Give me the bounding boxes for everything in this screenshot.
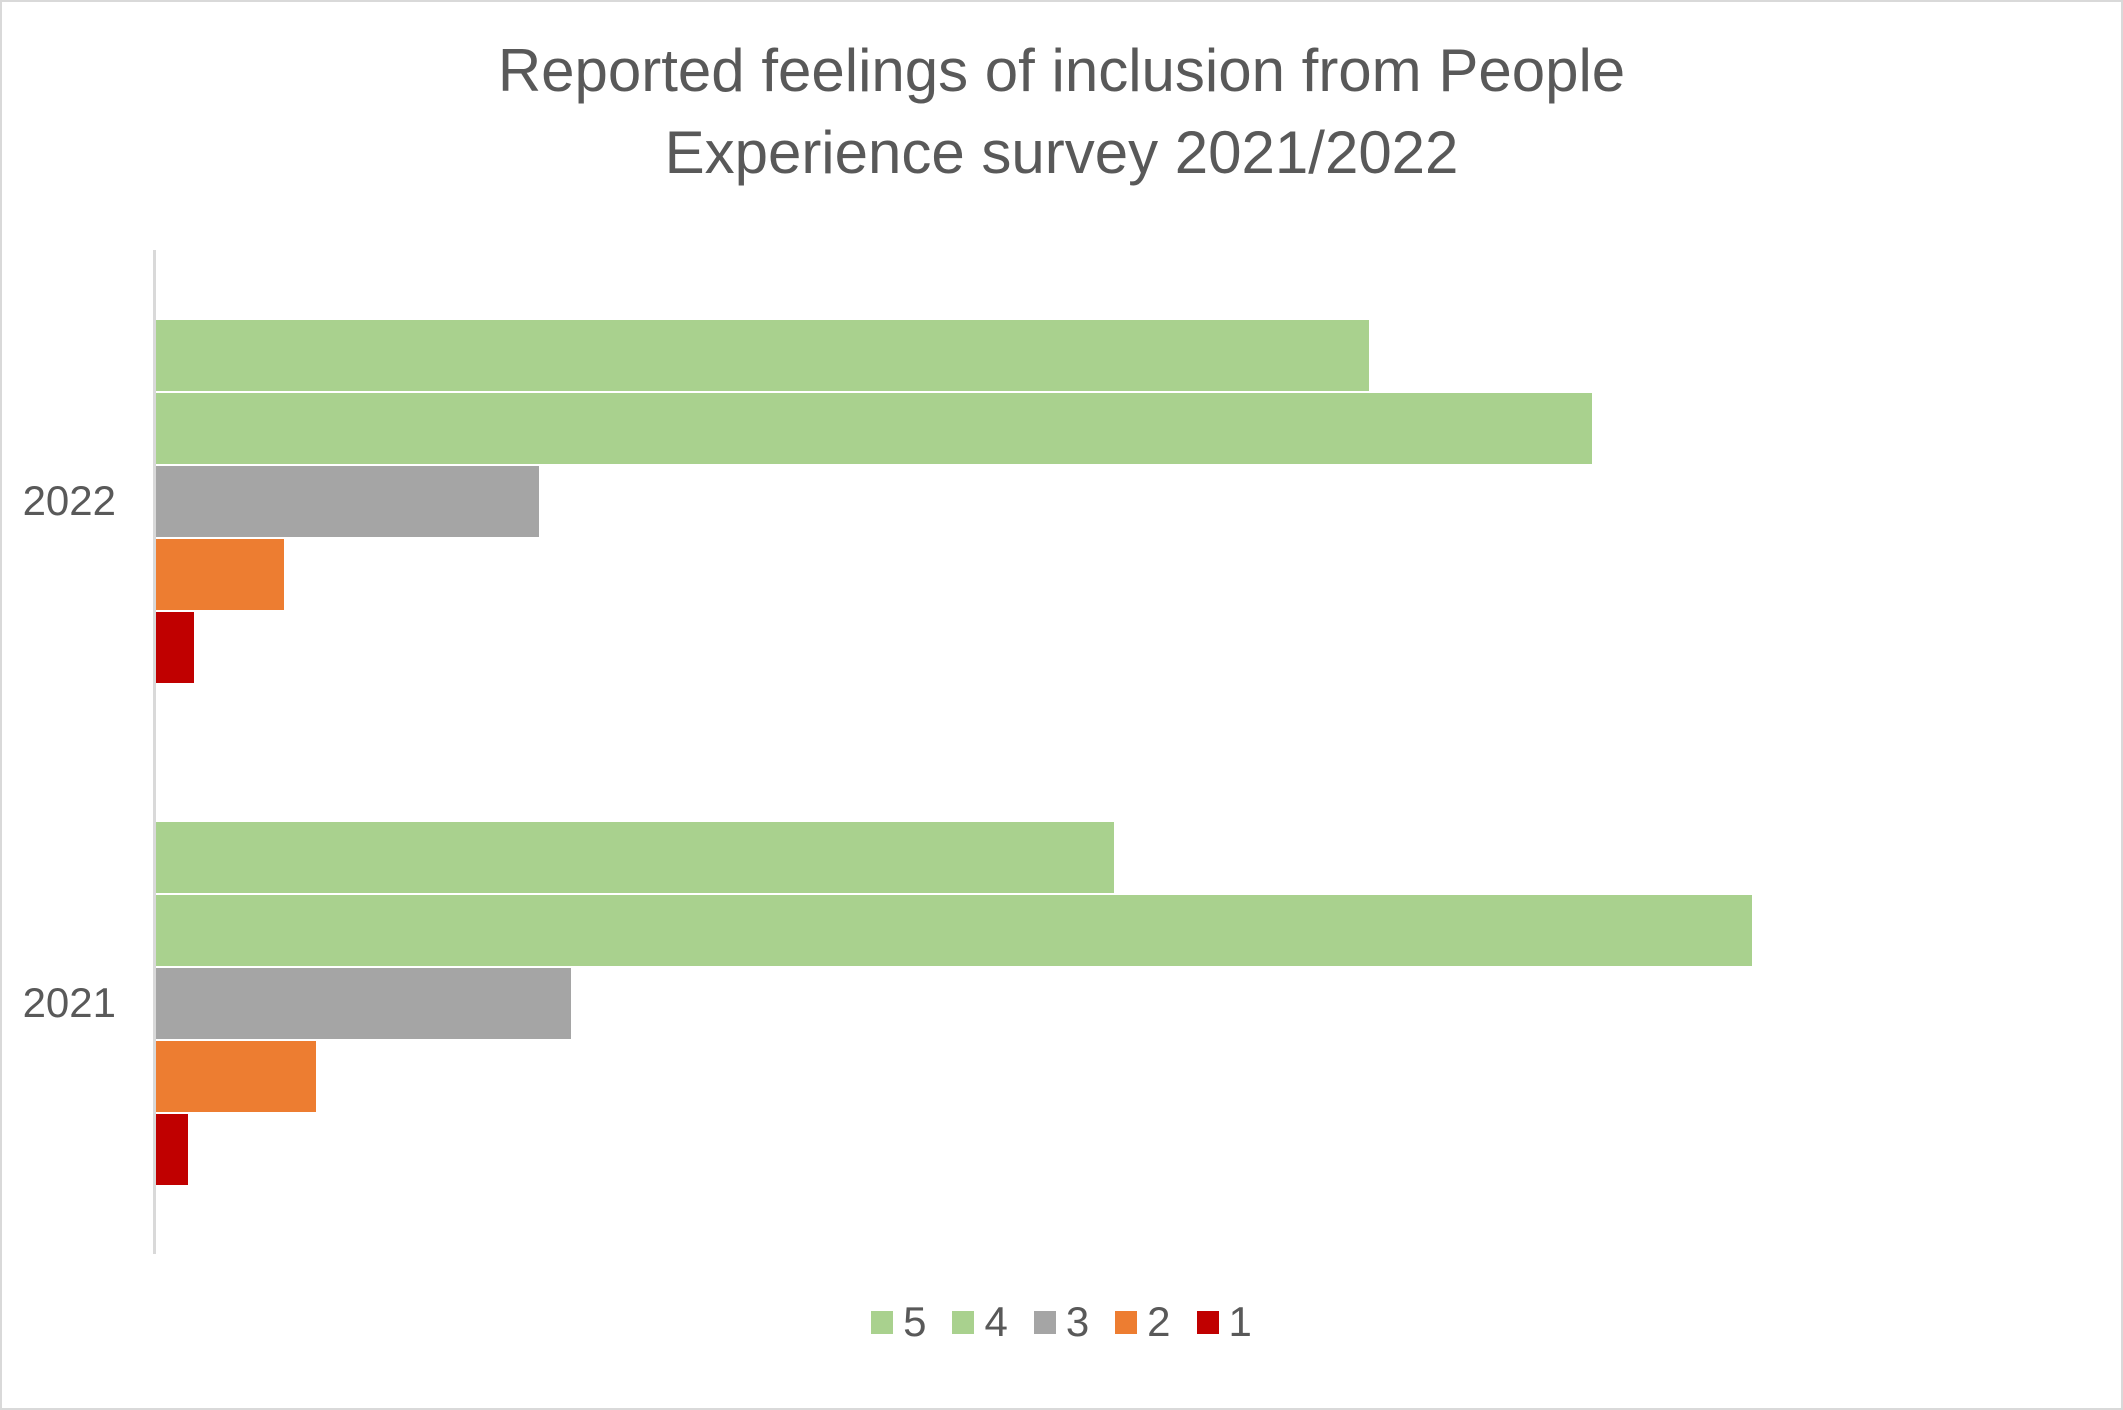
chart-title-line-2: Experience survey 2021/2022 bbox=[664, 119, 1459, 186]
bar-2021-rating-2 bbox=[156, 1040, 316, 1112]
legend-label-5: 5 bbox=[903, 1298, 927, 1345]
legend-item-1: 1 bbox=[1196, 1298, 1252, 1346]
bar-2021-rating-3 bbox=[156, 967, 571, 1039]
chart-title-line-1: Reported feelings of inclusion from Peop… bbox=[497, 37, 1626, 104]
y-axis-line bbox=[153, 250, 156, 1254]
bar-2022-rating-2 bbox=[156, 538, 284, 610]
legend-swatch-1 bbox=[1196, 1310, 1219, 1334]
bar-2021-rating-4 bbox=[156, 894, 1752, 966]
category-label-2022: 2022 bbox=[22, 477, 116, 524]
legend-swatch-2 bbox=[1115, 1310, 1138, 1334]
legend-label-2: 2 bbox=[1147, 1298, 1171, 1345]
legend-swatch-3 bbox=[1033, 1310, 1056, 1334]
chart-title: Reported feelings of inclusion from Peop… bbox=[2, 30, 2121, 194]
legend-label-4: 4 bbox=[984, 1298, 1008, 1345]
legend-item-2: 2 bbox=[1115, 1298, 1171, 1346]
legend-swatch-4 bbox=[952, 1310, 975, 1334]
category-label-2021: 2021 bbox=[22, 979, 116, 1026]
legend: 5 4 3 2 1 bbox=[2, 1298, 2121, 1346]
bar-2022-rating-3 bbox=[156, 465, 539, 537]
bar-2022-rating-1 bbox=[156, 611, 194, 683]
legend-item-3: 3 bbox=[1033, 1298, 1090, 1346]
legend-label-3: 3 bbox=[1065, 1298, 1090, 1345]
bar-2021-rating-5 bbox=[156, 821, 1114, 893]
bar-2021-rating-1 bbox=[156, 1113, 188, 1185]
bar-2022-rating-4 bbox=[156, 392, 1592, 464]
bar-2022-rating-5 bbox=[156, 319, 1369, 391]
legend-swatch-5 bbox=[871, 1310, 894, 1334]
legend-item-5: 5 bbox=[871, 1298, 926, 1346]
legend-item-4: 4 bbox=[952, 1298, 1008, 1346]
legend-label-1: 1 bbox=[1228, 1298, 1252, 1345]
